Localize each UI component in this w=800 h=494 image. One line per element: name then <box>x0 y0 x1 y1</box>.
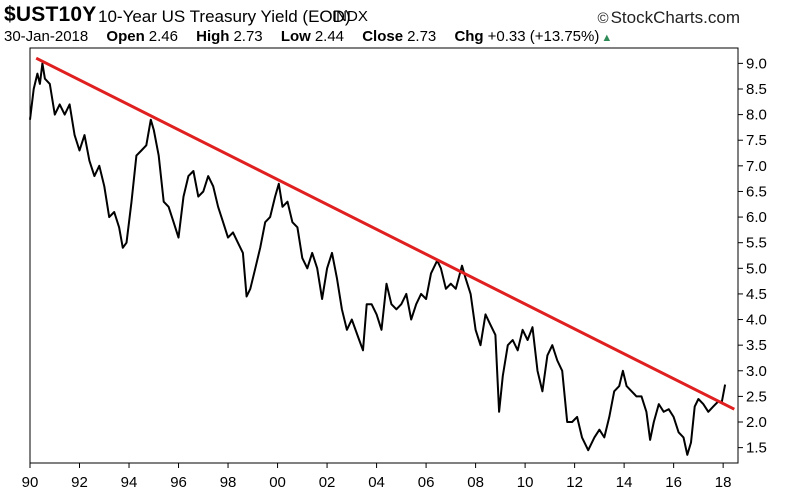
chg-label: Chg <box>454 28 484 45</box>
low-value: 2.44 <box>314 28 345 45</box>
symbol-label: $UST10Y <box>4 3 97 26</box>
y-tick-label: 3.5 <box>746 337 767 354</box>
y-tick-label: 9.0 <box>746 55 767 72</box>
y-tick-label: 7.5 <box>746 132 767 149</box>
low-label: Low <box>280 28 311 45</box>
y-tick-label: 6.5 <box>746 183 767 200</box>
y-tick-label: 4.0 <box>746 312 767 329</box>
up-arrow-icon: ▲ <box>601 32 613 44</box>
x-tick-label: 12 <box>566 474 583 491</box>
y-tick-label: 8.5 <box>746 81 767 98</box>
y-tick-label: 1.5 <box>746 440 767 457</box>
y-tick-label: 3.0 <box>746 363 767 380</box>
open-label: Open <box>106 28 145 45</box>
y-tick-label: 7.0 <box>746 158 767 175</box>
y-tick-label: 5.0 <box>746 260 767 277</box>
y-tick-label: 6.0 <box>746 209 767 226</box>
copyright-icon: © <box>597 10 609 27</box>
x-tick-label: 96 <box>170 474 187 491</box>
x-tick-label: 92 <box>71 474 88 491</box>
x-tick-label: 90 <box>22 474 39 491</box>
quote-summary: 30-Jan-2018 Open 2.46 High 2.73 Low 2.44 Cl… <box>4 28 612 45</box>
chart-header: $UST10Y 10-Year US Treasury Yield (EOD) … <box>4 2 794 30</box>
x-tick-label: 08 <box>467 474 484 491</box>
quote-date: 30-Jan-2018 <box>4 28 89 45</box>
x-tick-label: 18 <box>715 474 732 491</box>
x-tick-label: 98 <box>220 474 237 491</box>
description-label: 10-Year US Treasury Yield (EOD) <box>98 7 351 26</box>
close-label: Close <box>362 28 404 45</box>
y-tick-label: 5.5 <box>746 235 767 252</box>
x-tick-label: 06 <box>418 474 435 491</box>
open-value: 2.46 <box>148 28 178 45</box>
high-value: 2.73 <box>233 28 263 45</box>
brand-text: StockCharts.com <box>610 8 740 27</box>
x-tick-label: 00 <box>269 474 286 491</box>
y-tick-label: 2.5 <box>746 388 767 405</box>
x-tick-label: 94 <box>121 474 138 491</box>
y-tick-label: 4.5 <box>746 286 767 303</box>
trendline-series-line <box>35 56 735 411</box>
x-tick-label: 14 <box>616 474 633 491</box>
x-tick-label: 04 <box>368 474 385 491</box>
x-tick-label: 10 <box>517 474 534 491</box>
x-tick-label: 16 <box>665 474 682 491</box>
x-tick-label: 02 <box>319 474 336 491</box>
close-value: 2.73 <box>407 28 437 45</box>
exchange-label: INDX <box>332 8 368 25</box>
high-label: High <box>196 28 230 45</box>
y-tick-label: 2.0 <box>746 414 767 431</box>
plot-frame <box>29 47 739 464</box>
chg-value: +0.33 (+13.75%) <box>487 28 600 45</box>
y-tick-label: 8.0 <box>746 107 767 124</box>
brand-label[interactable]: © StockCharts.com <box>598 8 741 28</box>
yield-series-line <box>29 62 727 456</box>
